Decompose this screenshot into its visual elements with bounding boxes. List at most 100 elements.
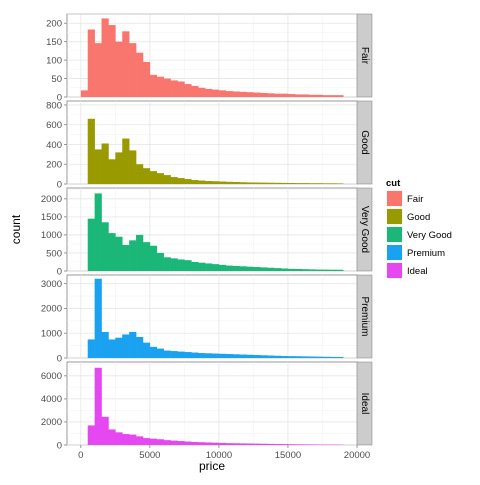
bar-ideal-12500 bbox=[253, 444, 260, 445]
bar-premium-9500 bbox=[212, 354, 219, 358]
bar-very-good-2000 bbox=[108, 233, 115, 271]
legend-label-good: Good bbox=[407, 212, 430, 223]
y-tick-label-fair: 100 bbox=[46, 55, 62, 66]
bar-fair-4500 bbox=[143, 62, 150, 97]
x-tick-label: 5000 bbox=[139, 450, 160, 461]
bar-ideal-11500 bbox=[240, 443, 247, 445]
bar-ideal-15500 bbox=[295, 444, 302, 445]
bar-ideal-2500 bbox=[115, 432, 122, 445]
bar-very-good-18500 bbox=[336, 270, 343, 271]
y-tick-label-ideal: 0 bbox=[57, 440, 62, 451]
bar-fair-11500 bbox=[240, 92, 247, 97]
bar-good-17500 bbox=[322, 183, 329, 184]
bar-good-5500 bbox=[157, 173, 164, 184]
legend-key-good bbox=[387, 209, 402, 224]
bar-ideal-9500 bbox=[212, 443, 219, 445]
bar-fair-14000 bbox=[274, 94, 281, 97]
bar-very-good-9000 bbox=[205, 263, 212, 271]
bar-fair-4000 bbox=[136, 53, 143, 97]
bar-ideal-16000 bbox=[302, 444, 309, 445]
bar-ideal-16500 bbox=[309, 444, 316, 445]
y-tick-label-very-good: 0 bbox=[57, 266, 62, 277]
bar-ideal-2000 bbox=[108, 429, 115, 445]
bar-very-good-1000 bbox=[95, 193, 102, 271]
bar-fair-8500 bbox=[198, 88, 205, 97]
bar-fair-18500 bbox=[336, 95, 343, 97]
bar-ideal-10500 bbox=[226, 443, 233, 445]
bar-good-17000 bbox=[316, 183, 323, 184]
y-tick-label-ideal: 4000 bbox=[41, 394, 62, 405]
bar-good-14000 bbox=[274, 183, 281, 184]
bar-very-good-6000 bbox=[164, 257, 171, 271]
legend-title: cut bbox=[386, 178, 401, 189]
bar-premium-13500 bbox=[267, 356, 274, 358]
bar-very-good-4500 bbox=[143, 242, 150, 271]
bar-fair-0 bbox=[81, 90, 88, 97]
legend-label-fair: Fair bbox=[407, 194, 423, 205]
bar-very-good-16000 bbox=[302, 269, 309, 271]
bar-good-4000 bbox=[136, 164, 143, 184]
bar-ideal-14500 bbox=[281, 444, 288, 445]
bar-good-1500 bbox=[102, 143, 109, 184]
bar-good-1000 bbox=[95, 149, 102, 184]
bar-good-15000 bbox=[288, 183, 295, 184]
bar-fair-13500 bbox=[267, 93, 274, 97]
bar-very-good-18000 bbox=[329, 270, 336, 271]
bar-ideal-1500 bbox=[102, 417, 109, 445]
bar-premium-4500 bbox=[143, 343, 150, 358]
bar-premium-16000 bbox=[302, 356, 309, 358]
bar-ideal-8000 bbox=[191, 442, 198, 445]
y-tick-label-very-good: 1500 bbox=[41, 212, 62, 223]
bar-ideal-4000 bbox=[136, 436, 143, 445]
x-tick-label: 20000 bbox=[344, 450, 370, 461]
bar-premium-11000 bbox=[233, 354, 240, 358]
bar-good-13000 bbox=[260, 183, 267, 184]
bar-premium-17000 bbox=[316, 357, 323, 358]
bar-premium-10000 bbox=[219, 354, 226, 358]
bar-good-9500 bbox=[212, 181, 219, 184]
bar-good-2000 bbox=[108, 159, 115, 184]
bar-premium-7500 bbox=[184, 352, 191, 358]
bar-ideal-8500 bbox=[198, 442, 205, 445]
bar-good-15500 bbox=[295, 183, 302, 184]
bar-very-good-11500 bbox=[240, 266, 247, 271]
bar-ideal-4500 bbox=[143, 438, 150, 445]
bar-very-good-12000 bbox=[247, 267, 254, 271]
bar-very-good-14500 bbox=[281, 268, 288, 271]
bar-ideal-1000 bbox=[95, 368, 102, 445]
bar-premium-3500 bbox=[129, 332, 136, 358]
bar-good-8000 bbox=[191, 180, 198, 184]
bar-premium-3000 bbox=[122, 334, 129, 358]
bar-fair-10500 bbox=[226, 91, 233, 97]
bar-very-good-13000 bbox=[260, 267, 267, 271]
y-tick-label-fair: 50 bbox=[51, 74, 62, 85]
bar-ideal-17000 bbox=[316, 444, 323, 445]
bar-good-18500 bbox=[336, 183, 343, 184]
y-tick-label-good: 400 bbox=[46, 140, 62, 151]
bar-very-good-11000 bbox=[233, 266, 240, 271]
bar-ideal-7000 bbox=[177, 441, 184, 445]
legend-label-very-good: Very Good bbox=[407, 230, 452, 241]
bar-fair-7000 bbox=[177, 82, 184, 97]
bar-premium-8500 bbox=[198, 353, 205, 358]
bar-fair-9500 bbox=[212, 90, 219, 97]
bar-premium-15500 bbox=[295, 356, 302, 358]
bar-fair-16500 bbox=[309, 95, 316, 97]
bar-good-6500 bbox=[171, 177, 178, 184]
bar-very-good-7500 bbox=[184, 260, 191, 271]
bar-premium-13000 bbox=[260, 355, 267, 358]
bar-fair-14500 bbox=[281, 94, 288, 97]
bar-premium-5000 bbox=[150, 347, 157, 358]
bar-fair-2000 bbox=[108, 25, 115, 97]
bar-very-good-500 bbox=[88, 219, 95, 271]
bar-fair-5500 bbox=[157, 77, 164, 97]
bar-ideal-15000 bbox=[288, 444, 295, 445]
bar-fair-17500 bbox=[322, 95, 329, 97]
bar-fair-10000 bbox=[219, 90, 226, 97]
facet-strip-label-ideal: Ideal bbox=[359, 393, 370, 415]
bar-good-12500 bbox=[253, 183, 260, 184]
y-tick-label-premium: 3000 bbox=[41, 279, 62, 290]
bar-ideal-3500 bbox=[129, 435, 136, 445]
bar-fair-11000 bbox=[233, 91, 240, 97]
